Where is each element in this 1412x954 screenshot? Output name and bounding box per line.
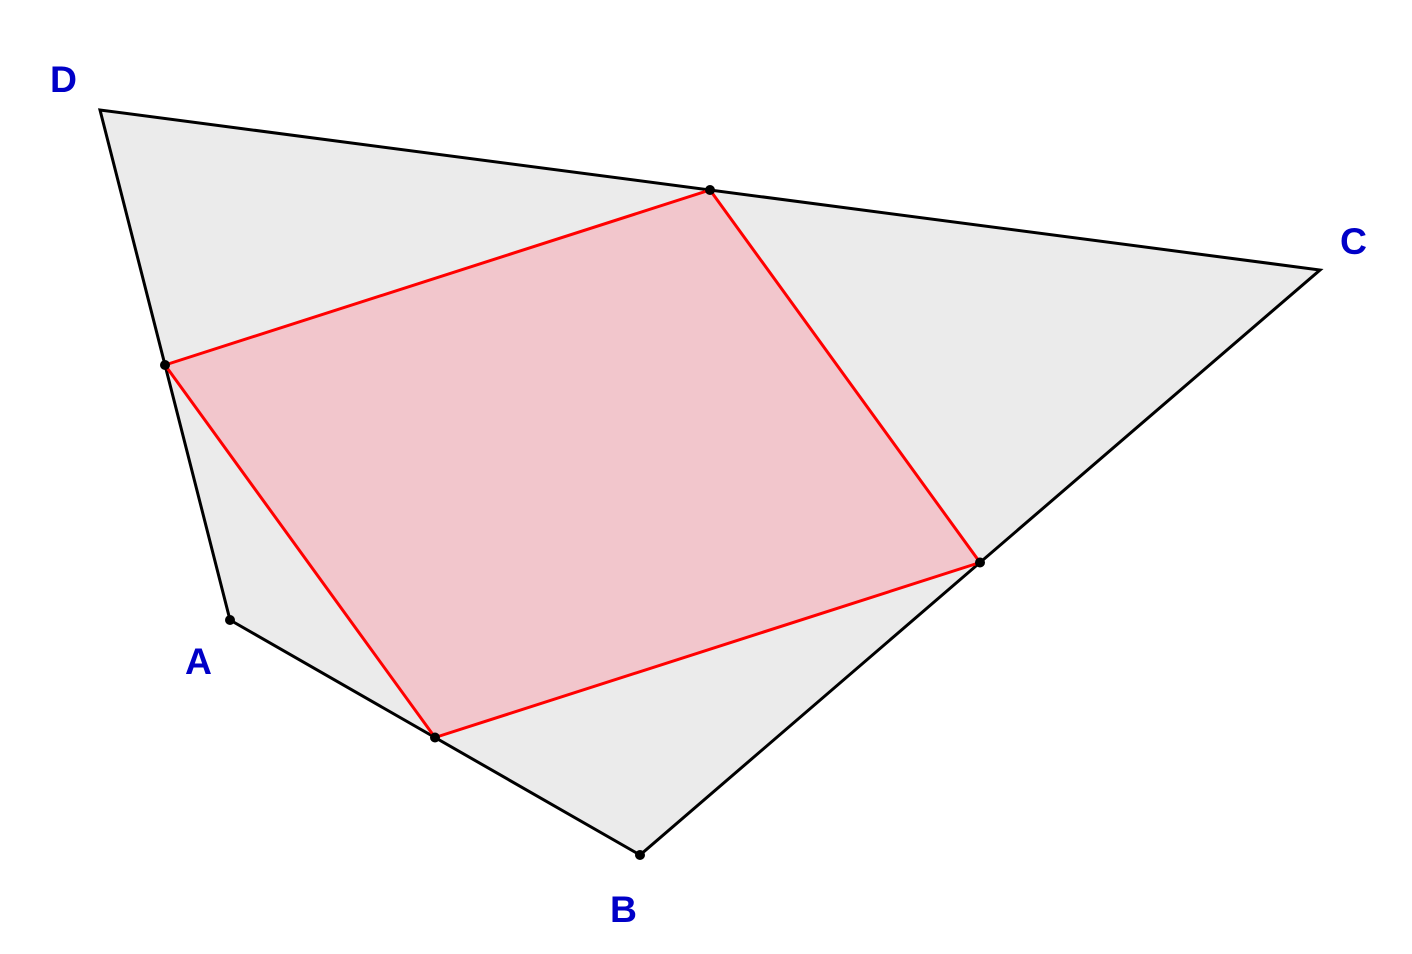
midpoint-M_DA xyxy=(160,360,170,370)
diagram-canvas: D C A B xyxy=(0,0,1412,954)
midpoint-M_AB xyxy=(430,733,440,743)
geometry-svg xyxy=(0,0,1412,954)
point-extra-1 xyxy=(635,850,645,860)
midpoint-M_CD xyxy=(705,185,715,195)
point-extra-0 xyxy=(225,615,235,625)
midpoint-M_BC xyxy=(975,558,985,568)
